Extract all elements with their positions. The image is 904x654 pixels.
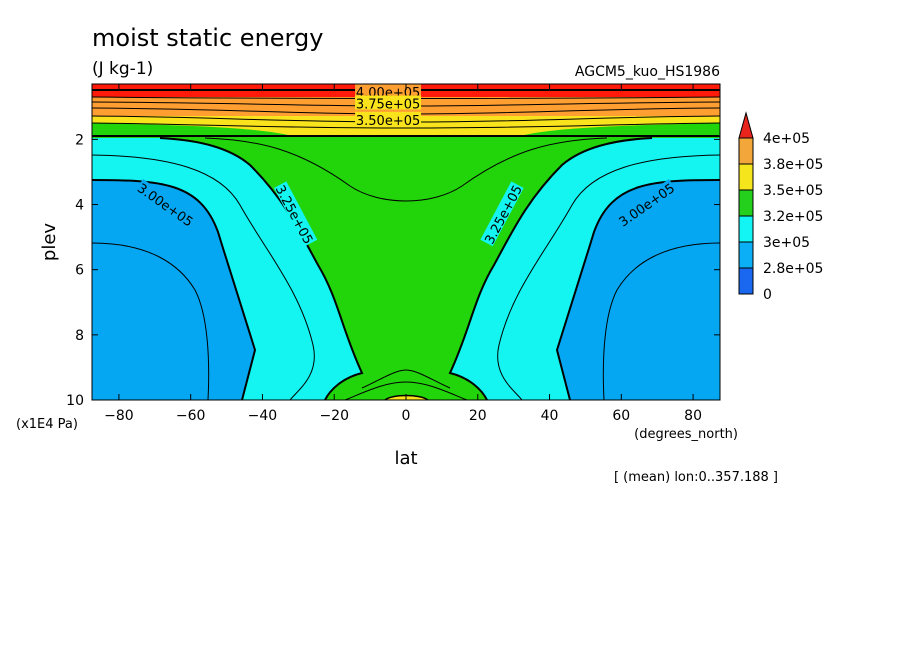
contour-blue-inner-left <box>92 242 210 400</box>
contour-325-left <box>159 137 364 400</box>
contour-label-bg <box>614 179 677 229</box>
y-axis: 2 4 6 8 10 <box>66 132 720 409</box>
contour-label-bg <box>135 179 198 229</box>
y-tick-label: 10 <box>66 393 84 409</box>
contour-bottom-2 <box>344 381 468 400</box>
colorbar-swatch <box>738 215 754 243</box>
contour-label-bg <box>273 181 318 247</box>
contour-label-text: 3.75e+05 <box>356 98 420 113</box>
x-tick-label: −60 <box>176 408 206 424</box>
contour-label-bg <box>480 181 524 247</box>
chart-units: (J kg-1) <box>92 59 153 79</box>
colorbar-label: 3e+05 <box>763 235 810 251</box>
x-tick-label: −20 <box>319 408 349 424</box>
colorbar-arrow <box>738 111 754 139</box>
colorbar-label: 3.8e+05 <box>763 157 823 173</box>
fill-blue-right <box>557 180 720 400</box>
x-tick-label: −80 <box>104 408 134 424</box>
y-tick-label: 4 <box>75 198 84 214</box>
y-tick-label: 8 <box>75 328 84 344</box>
x-tick-label: 80 <box>684 408 702 424</box>
x-tick-label: 0 <box>402 408 411 424</box>
colorbar-swatch <box>738 241 754 269</box>
colorbar-label: 0 <box>763 287 772 303</box>
contour-cyan-inner-right <box>497 154 720 400</box>
y-axis-label: plev <box>39 223 60 262</box>
contour-300-left <box>92 179 257 400</box>
contour-label-text: 3.50e+05 <box>356 114 420 129</box>
contour-label-bg <box>355 84 422 99</box>
y-tick-label: 6 <box>75 263 84 279</box>
contour-top-6 <box>92 122 720 129</box>
colorbar-label: 3.2e+05 <box>763 209 823 225</box>
fill-blue-left <box>92 180 255 400</box>
x-tick-label: 40 <box>541 408 559 424</box>
fill-cyan-left <box>92 138 362 400</box>
colorbar-label: 4e+05 <box>763 131 810 147</box>
contour-cyan-inner-left <box>92 154 315 400</box>
contour-fills <box>92 84 720 400</box>
y-axis-units: (x1E4 Pa) <box>16 417 78 432</box>
colorbar-swatch <box>738 189 754 217</box>
footnote: [ (mean) lon:0..357.188 ] <box>614 470 778 485</box>
fill-cyan-right <box>450 138 720 400</box>
y-tick-label: 2 <box>75 132 84 148</box>
x-tick-label: −40 <box>248 408 278 424</box>
contour-green-dip <box>204 137 608 202</box>
x-axis-label: lat <box>394 448 417 469</box>
run-label: AGCM5_kuo_HS1986 <box>575 64 720 80</box>
contour-325-right <box>448 137 653 400</box>
x-tick-label: 20 <box>469 408 487 424</box>
contour-label: 3.75e+05 <box>355 95 422 113</box>
contour-label: 3.50e+05 <box>355 111 422 129</box>
colorbar-label: 3.5e+05 <box>763 183 823 199</box>
x-axis: −80 −60 −40 −20 0 20 40 60 80 <box>104 84 702 424</box>
colorbar: 4e+05 3.8e+05 3.5e+05 3.2e+05 3e+05 2.8e+05 0 <box>738 111 823 303</box>
colorbar-swatch <box>738 267 754 295</box>
colorbar-label: 2.8e+05 <box>763 261 823 277</box>
contour-300-right <box>555 179 720 400</box>
colorbar-swatch <box>738 137 754 165</box>
contour-label-bg <box>355 111 422 126</box>
colorbar-swatch <box>738 163 754 191</box>
contour-blue-inner-right <box>602 242 720 400</box>
contour-label-bg <box>355 95 422 110</box>
x-axis-units: (degrees_north) <box>634 427 738 442</box>
chart-title: moist static energy <box>92 24 323 52</box>
x-tick-label: 60 <box>612 408 630 424</box>
contour-bottom-1 <box>361 369 451 389</box>
fill-yellow-band <box>92 116 720 136</box>
